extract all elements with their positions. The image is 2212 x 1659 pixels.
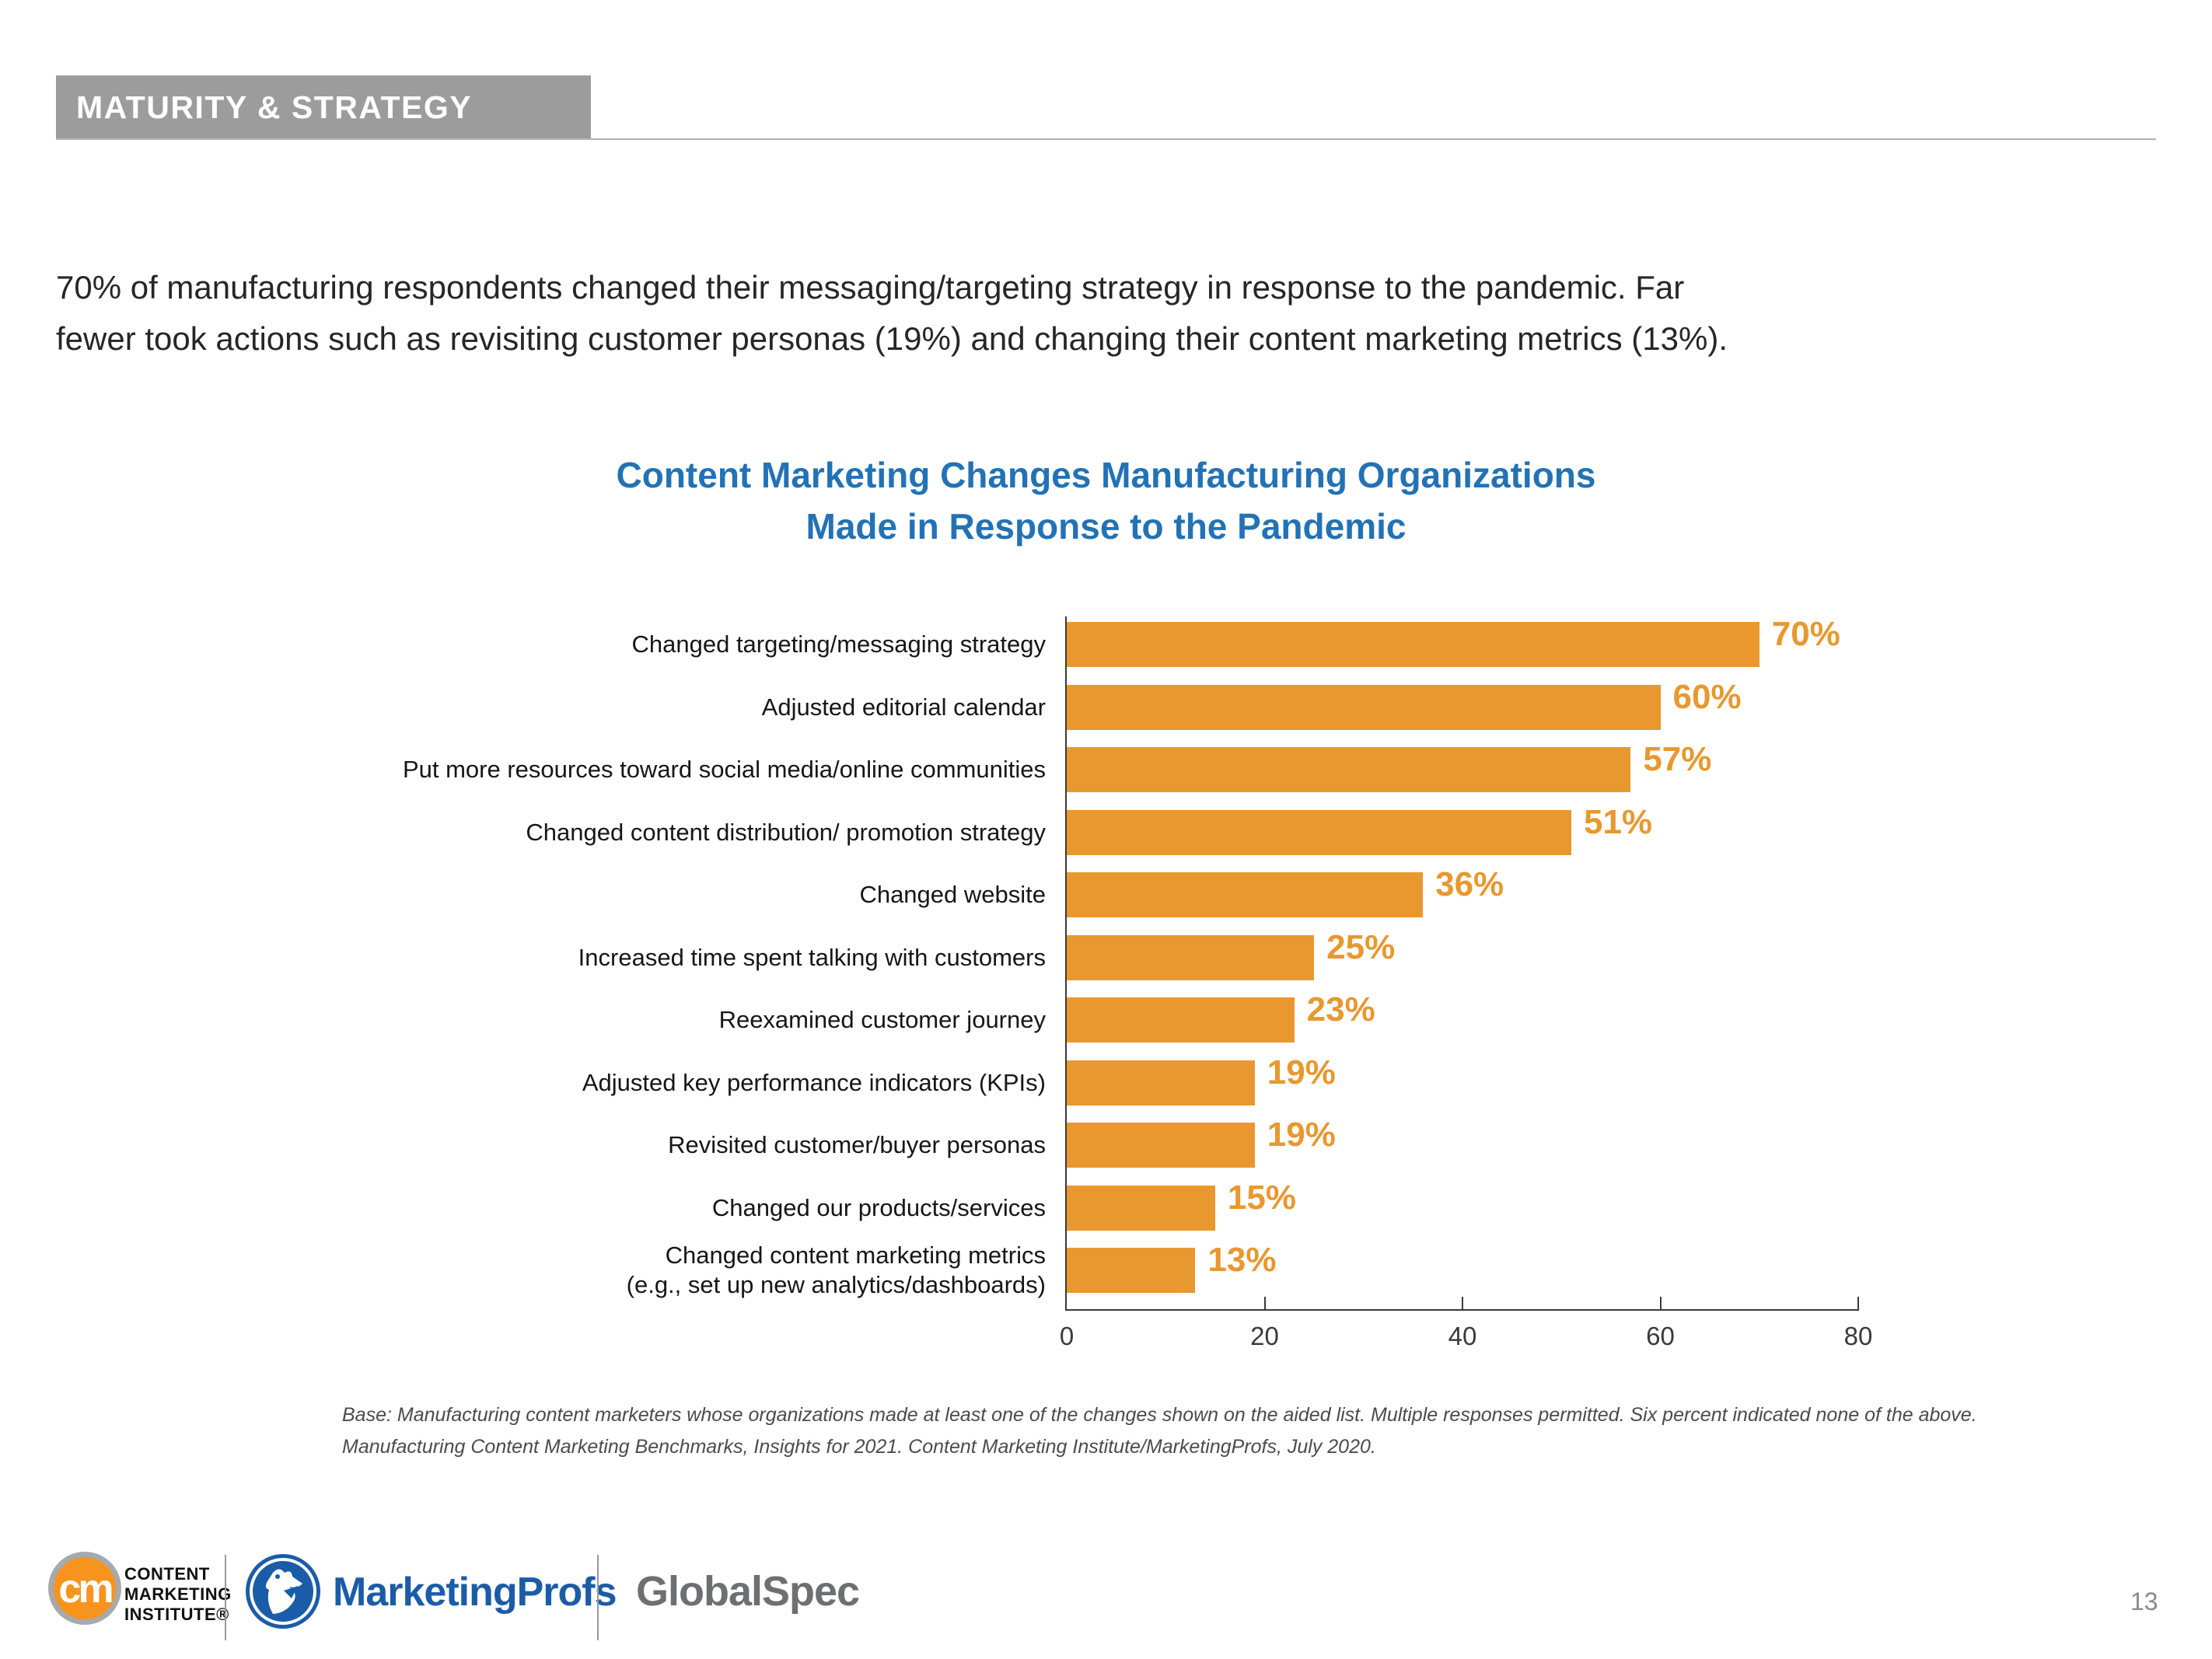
value-label: 57% (1643, 740, 1712, 778)
section-badge: MATURITY & STRATEGY (56, 75, 591, 140)
cmi-text-line: MARKETING (124, 1584, 232, 1604)
chart-row: Adjusted key performance indicators (KPI… (0, 1053, 2212, 1105)
value-label: 36% (1435, 865, 1504, 903)
tick-label: 20 (1250, 1322, 1279, 1350)
category-label: Changed our products/services (711, 1193, 1046, 1221)
chart-row: Adjusted editorial calendar 60% (0, 678, 2212, 730)
tick-label: 80 (1843, 1322, 1873, 1350)
chart-title: Content Marketing Changes Manufacturing … (0, 449, 2212, 552)
globalspec-logo-text: GlobalSpec (636, 1568, 860, 1615)
category-label: Put more resources toward social media/o… (402, 756, 1046, 783)
marketingprofs-logo-text: MarketingProfs (333, 1570, 617, 1615)
chart-row: Put more resources toward social media/o… (0, 740, 2212, 792)
bar (1067, 684, 1661, 730)
chart-row: Revisited customer/buyer personas 19% (0, 1116, 2212, 1168)
category-label: Changed targeting/messaging strategy (631, 630, 1047, 658)
bar (1067, 622, 1759, 667)
bar (1067, 1123, 1255, 1168)
tick-label: 60 (1646, 1322, 1675, 1350)
value-label: 19% (1267, 1116, 1336, 1154)
footnote-line: Manufacturing Content Marketing Benchmar… (342, 1436, 1376, 1458)
cmi-logo-icon: cm (48, 1552, 121, 1625)
value-label: 23% (1306, 990, 1375, 1029)
intro-line: 70% of manufacturing respondents changed… (56, 269, 1685, 306)
bar (1067, 997, 1295, 1043)
bar (1067, 872, 1424, 917)
tick-mark (1857, 1297, 1859, 1309)
category-label: Adjusted key performance indicators (KPI… (582, 1068, 1046, 1096)
tick-mark (1263, 1297, 1266, 1309)
tick-mark (1462, 1297, 1463, 1309)
value-label: 70% (1771, 615, 1840, 653)
value-label: 25% (1326, 927, 1396, 966)
chart-title-line: Made in Response to the Pandemic (805, 506, 1407, 547)
intro-paragraph: 70% of manufacturing respondents changed… (56, 262, 2186, 365)
category-label: Reexamined customer journey (718, 1006, 1046, 1033)
category-label: Changed content marketing metrics (e.g.,… (626, 1242, 1046, 1298)
category-label: Changed content distribution/ promotion … (526, 818, 1046, 846)
chart-row: Changed content distribution/ promotion … (0, 803, 2212, 855)
tick-label: 40 (1448, 1322, 1477, 1350)
chart-row: Changed content marketing metrics (e.g.,… (0, 1241, 2212, 1298)
intro-line: fewer took actions such as revisiting cu… (56, 320, 1728, 357)
chart-row: Changed our products/services 15% (0, 1179, 2212, 1231)
y-axis-line (1065, 616, 1067, 1311)
category-label: Adjusted editorial calendar (761, 693, 1046, 721)
cmi-text-line: CONTENT (124, 1564, 210, 1584)
page-number: 13 (2130, 1587, 2158, 1615)
cmi-text-line: INSTITUTE® (124, 1605, 229, 1624)
tick-label: 0 (1059, 1322, 1075, 1350)
cmi-logo-text: CONTENT MARKETING INSTITUTE® (124, 1564, 232, 1625)
bar (1067, 1248, 1196, 1293)
marketingprofs-bird-icon (245, 1553, 321, 1629)
chart-row: Increased time spent talking with custom… (0, 928, 2212, 980)
category-label: Changed website (859, 881, 1046, 908)
cmi-monogram: cm (58, 1566, 114, 1612)
footnote-line: Base: Manufacturing content marketers wh… (342, 1404, 1977, 1426)
header-divider (56, 138, 2156, 140)
value-label: 19% (1267, 1053, 1336, 1091)
bar (1067, 1060, 1255, 1105)
chart-row: Changed targeting/messaging strategy 70% (0, 615, 2212, 667)
bar (1067, 934, 1315, 980)
chart-row: Reexamined customer journey 23% (0, 990, 2212, 1043)
bar (1067, 1185, 1215, 1231)
category-label: Revisited customer/buyer personas (668, 1131, 1046, 1158)
chart-row: Changed website 36% (0, 865, 2212, 917)
logo-divider (597, 1555, 599, 1640)
footnote: Base: Manufacturing content marketers wh… (342, 1399, 2130, 1463)
chart-title-line: Content Marketing Changes Manufacturing … (616, 455, 1596, 495)
value-label: 51% (1583, 802, 1653, 841)
tick-mark (1659, 1297, 1662, 1309)
x-axis-line (1065, 1309, 1859, 1311)
logo-divider (225, 1555, 226, 1640)
value-label: 60% (1672, 677, 1742, 716)
bar (1067, 809, 1571, 855)
value-label: 15% (1227, 1178, 1296, 1217)
bar (1067, 747, 1631, 792)
category-label: Increased time spent talking with custom… (578, 943, 1046, 971)
value-label: 13% (1207, 1241, 1277, 1279)
